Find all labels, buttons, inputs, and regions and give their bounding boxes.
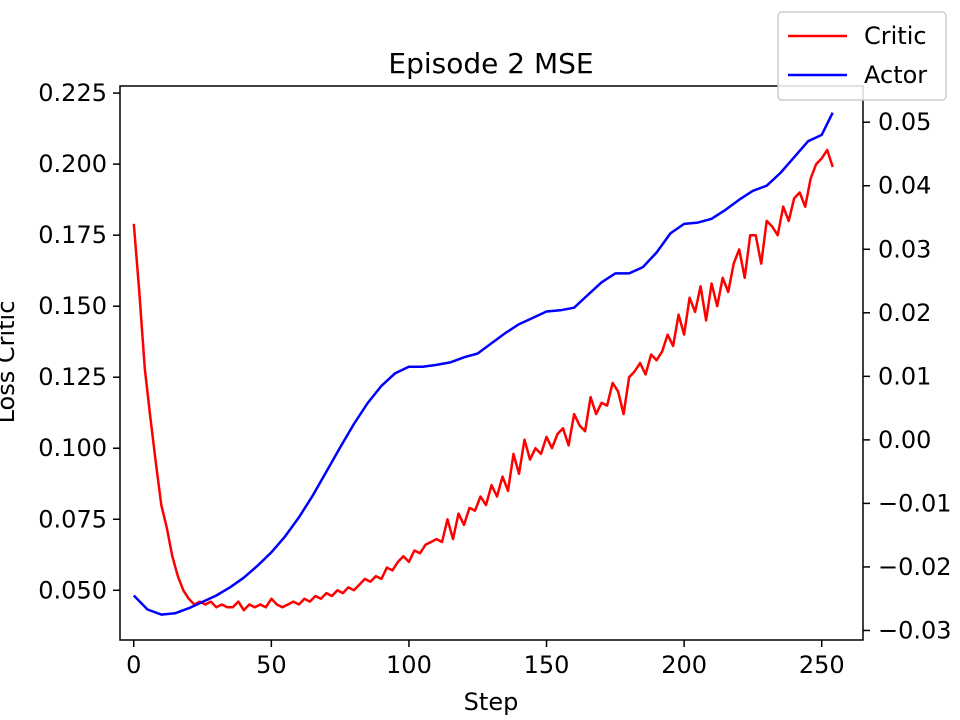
plot-frame — [119, 85, 864, 641]
y-right-tick-label: 0.01 — [878, 362, 931, 390]
x-tick-label: 150 — [524, 651, 570, 679]
x-tick-label: 100 — [386, 651, 432, 679]
legend-box — [777, 11, 947, 101]
series-line-critic — [132, 148, 834, 612]
y-left-tick-label: 0.225 — [38, 79, 107, 107]
series-line-actor — [132, 112, 834, 616]
y-left-tick-label: 0.075 — [38, 505, 107, 533]
y-left-tick-label: 0.125 — [38, 363, 107, 391]
y-right-tick-label: −0.01 — [878, 489, 952, 517]
legend-label-critic: Critic — [864, 22, 927, 50]
y-right-tick-label: 0.05 — [878, 108, 931, 136]
y-right-tick-label: 0.03 — [878, 235, 931, 263]
y-left-tick-label: 0.150 — [38, 292, 107, 320]
x-tick-label: 200 — [661, 651, 707, 679]
y-left-tick-label: 0.200 — [38, 150, 107, 178]
x-axis-label: Step — [464, 688, 519, 716]
y-right-tick-label: −0.02 — [878, 553, 952, 581]
y-left-tick-label: 0.100 — [38, 434, 107, 462]
y-right-tick-label: −0.03 — [878, 616, 952, 644]
y-left-tick-label: 0.050 — [38, 576, 107, 604]
x-tick-label: 0 — [126, 651, 141, 679]
legend: Critic Actor — [777, 11, 947, 101]
y-right-tick-label: 0.02 — [878, 299, 931, 327]
x-tick-label: 50 — [256, 651, 287, 679]
x-tick-label: 250 — [799, 651, 845, 679]
chart-title: Episode 2 MSE — [388, 47, 593, 80]
y-left-tick-label: 0.175 — [38, 221, 107, 249]
y-right-tick-label: 0.00 — [878, 426, 931, 454]
plot-layer: 0 50 100 150 200 250 0.050 0.075 0.100 0.125 0.150… — [38, 79, 951, 679]
y-right-tick-label: 0.04 — [878, 172, 931, 200]
legend-label-actor: Actor — [864, 61, 927, 89]
y-axis-left-label: Loss Critic — [0, 301, 20, 424]
